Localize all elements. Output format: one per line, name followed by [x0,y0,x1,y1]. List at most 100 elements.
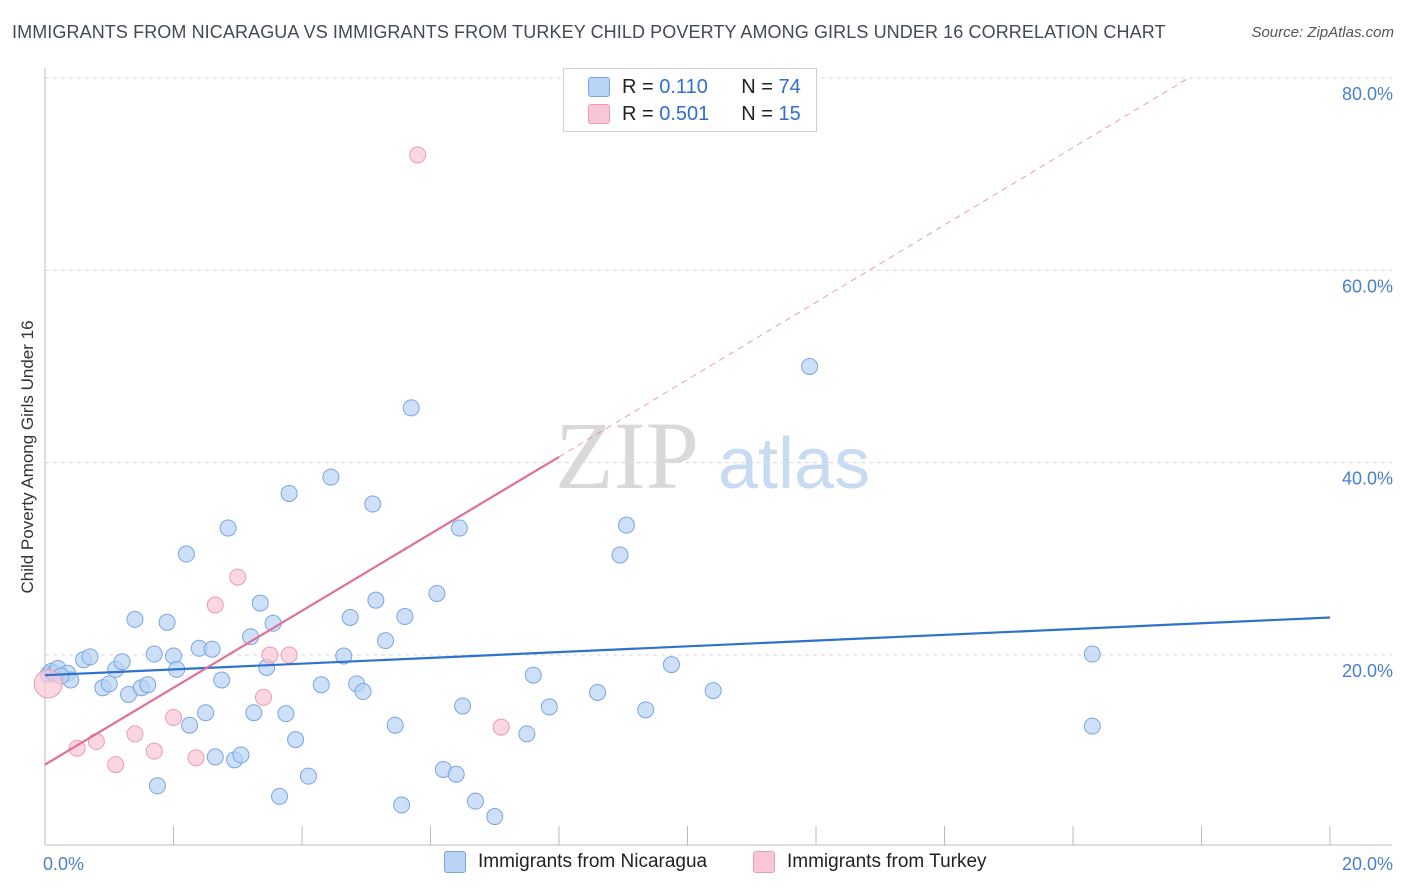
turkey-point [126,725,144,743]
grid [45,77,1392,656]
nicaragua-trend-line [44,616,1331,677]
nicaragua-point [181,716,199,734]
nicaragua-point [158,613,176,631]
legend-swatch-nicaragua [588,77,610,97]
watermark: ZIP atlas [555,402,870,509]
turkey-point [492,718,510,736]
nicaragua-point [335,647,353,665]
nicaragua-points [39,358,1101,826]
x-tick-label: 0.0% [43,854,84,874]
nicaragua-point [402,399,420,417]
nicaragua-point [113,653,131,671]
nicaragua-point [1083,717,1101,735]
legend-r-value: 0.501 [659,102,710,125]
turkey-point [229,568,247,586]
turkey-point [107,756,125,774]
nicaragua-point [518,725,536,743]
watermark-zip: ZIP [555,402,699,509]
turkey-point [261,646,279,664]
nicaragua-point [251,594,269,612]
source-label: Source: ZipAtlas.com [1251,24,1394,41]
nicaragua-point [312,676,330,694]
nicaragua-point [454,697,472,715]
y-axis-label: Child Poverty Among Girls Under 16 [18,320,37,593]
nicaragua-point [354,683,372,701]
nicaragua-point [704,682,722,700]
turkey-point [33,669,63,699]
correlation-legend: R = 0.110 N = 74 R = 0.501 N = 15 [563,68,817,132]
nicaragua-point [589,684,607,702]
turkey-point [187,749,205,767]
turkey-trend-extension [558,77,1189,458]
nicaragua-point [637,701,655,719]
nicaragua-point [364,495,382,513]
nicaragua-point [213,671,231,689]
nicaragua-point [287,731,305,749]
turkey-trend-line [44,455,560,766]
series-swatch-turkey [753,851,775,873]
turkey-points [33,146,510,774]
series-legend: Immigrants from Nicaragua Immigrants fro… [0,851,1406,877]
nicaragua-point [177,545,195,563]
nicaragua-point [450,519,468,537]
series-swatch-nicaragua [444,851,466,873]
nicaragua-point [466,792,484,810]
nicaragua-point [232,746,250,764]
nicaragua-point [322,468,340,486]
series-legend-nicaragua: Immigrants from Nicaragua [444,851,707,873]
legend-n-value: 74 [778,75,801,98]
legend-row-turkey: R = 0.501 N = 15 [588,102,801,126]
nicaragua-point [662,656,680,674]
tick-labels: 20.0% 40.0% 60.0% 80.0% 0.0% 20.0% [43,84,1393,874]
nicaragua-point [148,777,166,795]
nicaragua-point [396,608,414,626]
watermark-atlas: atlas [718,424,870,504]
axes [44,68,1392,846]
turkey-point [254,688,272,706]
nicaragua-point [428,584,446,602]
legend-n-label: N = [741,102,773,125]
trend-lines [44,77,1331,766]
legend-swatch-turkey [588,104,610,124]
nicaragua-point [393,796,411,814]
series-label-turkey: Immigrants from Turkey [787,851,987,872]
turkey-point [409,146,427,164]
nicaragua-point [611,546,629,564]
nicaragua-point [341,608,359,626]
nicaragua-point [277,705,295,723]
y-tick-label: 80.0% [1342,84,1393,104]
nicaragua-point [100,675,118,693]
nicaragua-point [801,358,819,375]
series-legend-turkey: Immigrants from Turkey [753,851,987,873]
legend-n-value: 15 [778,102,801,125]
y-tick-label: 20.0% [1342,661,1393,681]
y-tick-label: 40.0% [1342,469,1393,489]
nicaragua-point [206,748,224,766]
nicaragua-point [81,648,99,666]
turkey-point [206,596,224,614]
turkey-point [145,742,163,760]
nicaragua-point [139,676,157,694]
nicaragua-point [203,640,221,658]
nicaragua-point [540,698,558,716]
x-tick-label: 20.0% [1342,854,1393,874]
nicaragua-point [367,591,385,609]
turkey-point [280,646,298,664]
legend-r-value: 0.110 [659,75,708,98]
legend-n-label: N = [741,75,773,98]
nicaragua-point [197,704,215,722]
nicaragua-point [486,808,504,826]
legend-r-label: R = [622,75,654,98]
nicaragua-point [145,645,163,663]
series-label-nicaragua: Immigrants from Nicaragua [478,851,708,872]
nicaragua-point [271,787,289,805]
legend-row-nicaragua: R = 0.110 N = 74 [588,75,801,99]
nicaragua-point [219,519,237,537]
nicaragua-point [280,484,298,502]
nicaragua-point [1083,645,1101,663]
nicaragua-point [377,632,395,650]
nicaragua-point [386,716,404,734]
turkey-point [165,709,182,727]
y-tick-label: 60.0% [1342,276,1393,296]
